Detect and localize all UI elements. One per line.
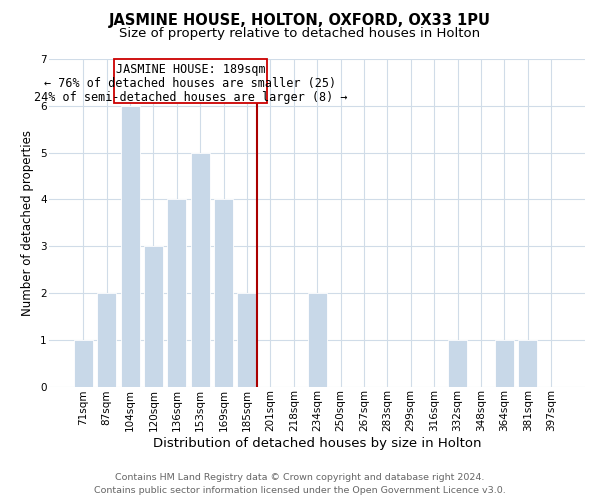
- Y-axis label: Number of detached properties: Number of detached properties: [22, 130, 34, 316]
- Bar: [518, 340, 537, 386]
- Text: JASMINE HOUSE, HOLTON, OXFORD, OX33 1PU: JASMINE HOUSE, HOLTON, OXFORD, OX33 1PU: [109, 12, 491, 28]
- Bar: [167, 200, 187, 386]
- Text: Size of property relative to detached houses in Holton: Size of property relative to detached ho…: [119, 28, 481, 40]
- X-axis label: Distribution of detached houses by size in Holton: Distribution of detached houses by size …: [153, 437, 481, 450]
- Bar: [308, 293, 327, 386]
- Bar: [495, 340, 514, 386]
- FancyBboxPatch shape: [114, 59, 267, 104]
- Text: 24% of semi-detached houses are larger (8) →: 24% of semi-detached houses are larger (…: [34, 91, 347, 104]
- Bar: [97, 293, 116, 386]
- Bar: [238, 293, 257, 386]
- Bar: [144, 246, 163, 386]
- Bar: [448, 340, 467, 386]
- Bar: [74, 340, 93, 386]
- Text: Contains HM Land Registry data © Crown copyright and database right 2024.
Contai: Contains HM Land Registry data © Crown c…: [94, 474, 506, 495]
- Bar: [214, 200, 233, 386]
- Bar: [121, 106, 140, 386]
- Bar: [191, 152, 210, 386]
- Text: JASMINE HOUSE: 189sqm: JASMINE HOUSE: 189sqm: [116, 63, 265, 76]
- Text: ← 76% of detached houses are smaller (25): ← 76% of detached houses are smaller (25…: [44, 77, 337, 90]
